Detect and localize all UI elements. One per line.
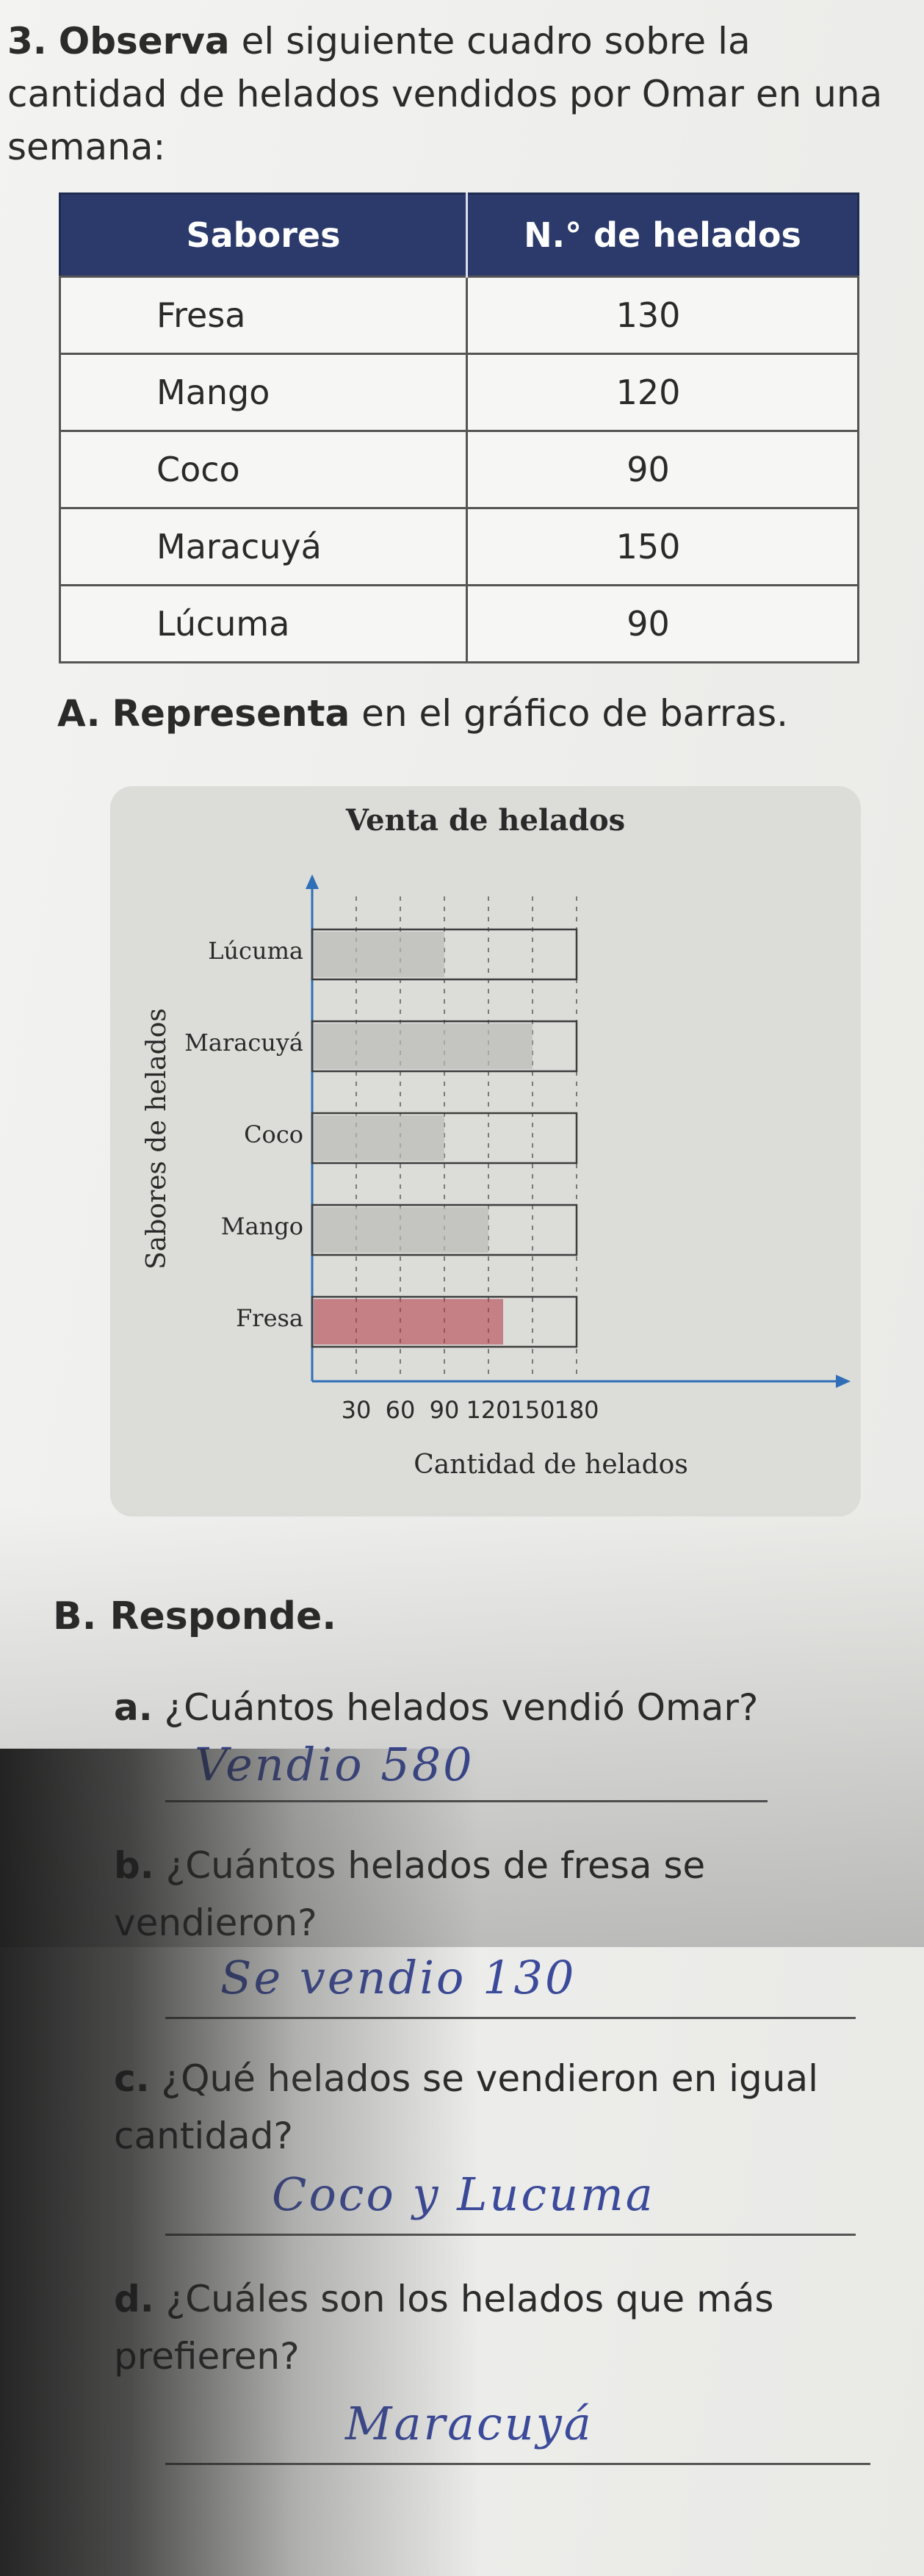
section-a-letter: A. — [57, 692, 101, 735]
handwritten-answer: Maracuyá — [345, 2397, 593, 2450]
table-cell-count: 150 — [466, 507, 859, 586]
table-cell-flavor: Coco — [59, 430, 468, 509]
section-a-instruction: A. Representa en el gráfico de barras. — [57, 692, 788, 735]
answer-line[interactable] — [165, 2234, 856, 2236]
question-letter: a. — [114, 1686, 153, 1729]
table-cell-flavor: Fresa — [59, 276, 468, 355]
chart-title: Venta de helados — [345, 803, 625, 838]
question-b: b. ¿Cuántos helados de fresa se vendiero… — [114, 1837, 819, 1951]
section-b-heading: B. Responde. — [53, 1594, 336, 1638]
table-header-flavors: Sabores — [59, 193, 468, 277]
x-tick-label: 60 — [386, 1396, 416, 1424]
table-row: Coco 90 — [59, 430, 859, 509]
question-c: c. ¿Qué helados se vendieron en igual ca… — [114, 2050, 892, 2165]
question-a: a. ¿Cuántos helados vendió Omar? — [114, 1679, 848, 1736]
table-row: Mango 120 — [59, 353, 859, 432]
question-letter: d. — [114, 2278, 154, 2320]
bar-frame — [311, 1295, 578, 1348]
x-tick-label: 150 — [510, 1396, 555, 1424]
question-text: el siguiente cuadro sobre la cantidad de… — [7, 20, 883, 168]
category-label: Coco — [244, 1120, 303, 1148]
category-label: Lúcuma — [208, 937, 303, 965]
table-row: Maracuyá 150 — [59, 507, 859, 586]
question-text: ¿Cuáles son los helados que más prefiere… — [114, 2278, 774, 2378]
bar-frame — [311, 928, 578, 981]
question-text: ¿Qué helados se vendieron en igual canti… — [114, 2057, 819, 2157]
category-label: Mango — [221, 1212, 303, 1240]
x-axis-arrow — [836, 1375, 851, 1388]
bar-frame — [311, 1112, 578, 1165]
answer-line[interactable] — [165, 1800, 768, 1802]
handwritten-answer: Se vendio 130 — [220, 1951, 577, 2004]
section-b-text: Responde. — [109, 1594, 336, 1638]
answer-line[interactable] — [165, 2463, 870, 2465]
category-label: Maracuyá — [184, 1029, 303, 1057]
table-cell-flavor: Mango — [59, 353, 468, 432]
bar — [314, 1023, 533, 1069]
question-letter: b. — [114, 1844, 154, 1887]
answer-line[interactable] — [165, 2017, 856, 2019]
question-number: 3. — [7, 20, 47, 62]
category-label: Fresa — [236, 1304, 303, 1332]
x-tick-label: 180 — [554, 1396, 599, 1424]
bar — [314, 1207, 488, 1253]
section-b-letter: B. — [53, 1594, 97, 1638]
ice-cream-sales-table: Sabores N.° de helados Fresa 130 Mango 1… — [59, 193, 859, 663]
table-row: Fresa 130 — [59, 276, 859, 355]
bar — [314, 1299, 503, 1345]
handwritten-answer: Coco y Lucuma — [272, 2167, 655, 2221]
x-axis-label: Cantidad de helados — [414, 1450, 688, 1480]
bar-frame — [311, 1020, 578, 1073]
section-a-text: en el gráfico de barras. — [361, 692, 789, 735]
bar-frame — [311, 1204, 578, 1256]
table-cell-count: 90 — [466, 430, 859, 509]
y-axis-arrow — [306, 874, 319, 889]
table-row: Lúcuma 90 — [59, 584, 859, 663]
question-verb: Observa — [58, 20, 230, 62]
question-d: d. ¿Cuáles son los helados que más prefi… — [114, 2270, 892, 2385]
y-axis-label: Sabores de helados — [142, 1008, 172, 1270]
section-a-verb: Representa — [112, 692, 350, 735]
question-3-statement: 3. Observa el siguiente cuadro sobre la … — [7, 15, 889, 173]
x-tick-label: 120 — [466, 1396, 510, 1424]
bar-chart: Venta de helados Lúcuma Maracuyá Coco Mango F… — [142, 803, 851, 1480]
bar — [314, 932, 444, 977]
table-cell-flavor: Lúcuma — [59, 584, 468, 663]
x-tick-label: 30 — [342, 1396, 372, 1424]
table-cell-count: 120 — [466, 353, 859, 432]
table-cell-count: 130 — [466, 276, 859, 355]
table-cell-count: 90 — [466, 584, 859, 663]
bar — [314, 1115, 444, 1161]
question-text: ¿Cuántos helados de fresa se vendieron? — [114, 1844, 706, 1944]
chart-card — [110, 786, 861, 1517]
question-letter: c. — [114, 2057, 150, 2100]
x-tick-label: 90 — [430, 1396, 460, 1424]
table-cell-flavor: Maracuyá — [59, 507, 468, 586]
table-header-count: N.° de helados — [466, 193, 859, 277]
handwritten-answer: Vendio 580 — [195, 1738, 474, 1791]
question-text: ¿Cuántos helados vendió Omar? — [164, 1686, 759, 1729]
